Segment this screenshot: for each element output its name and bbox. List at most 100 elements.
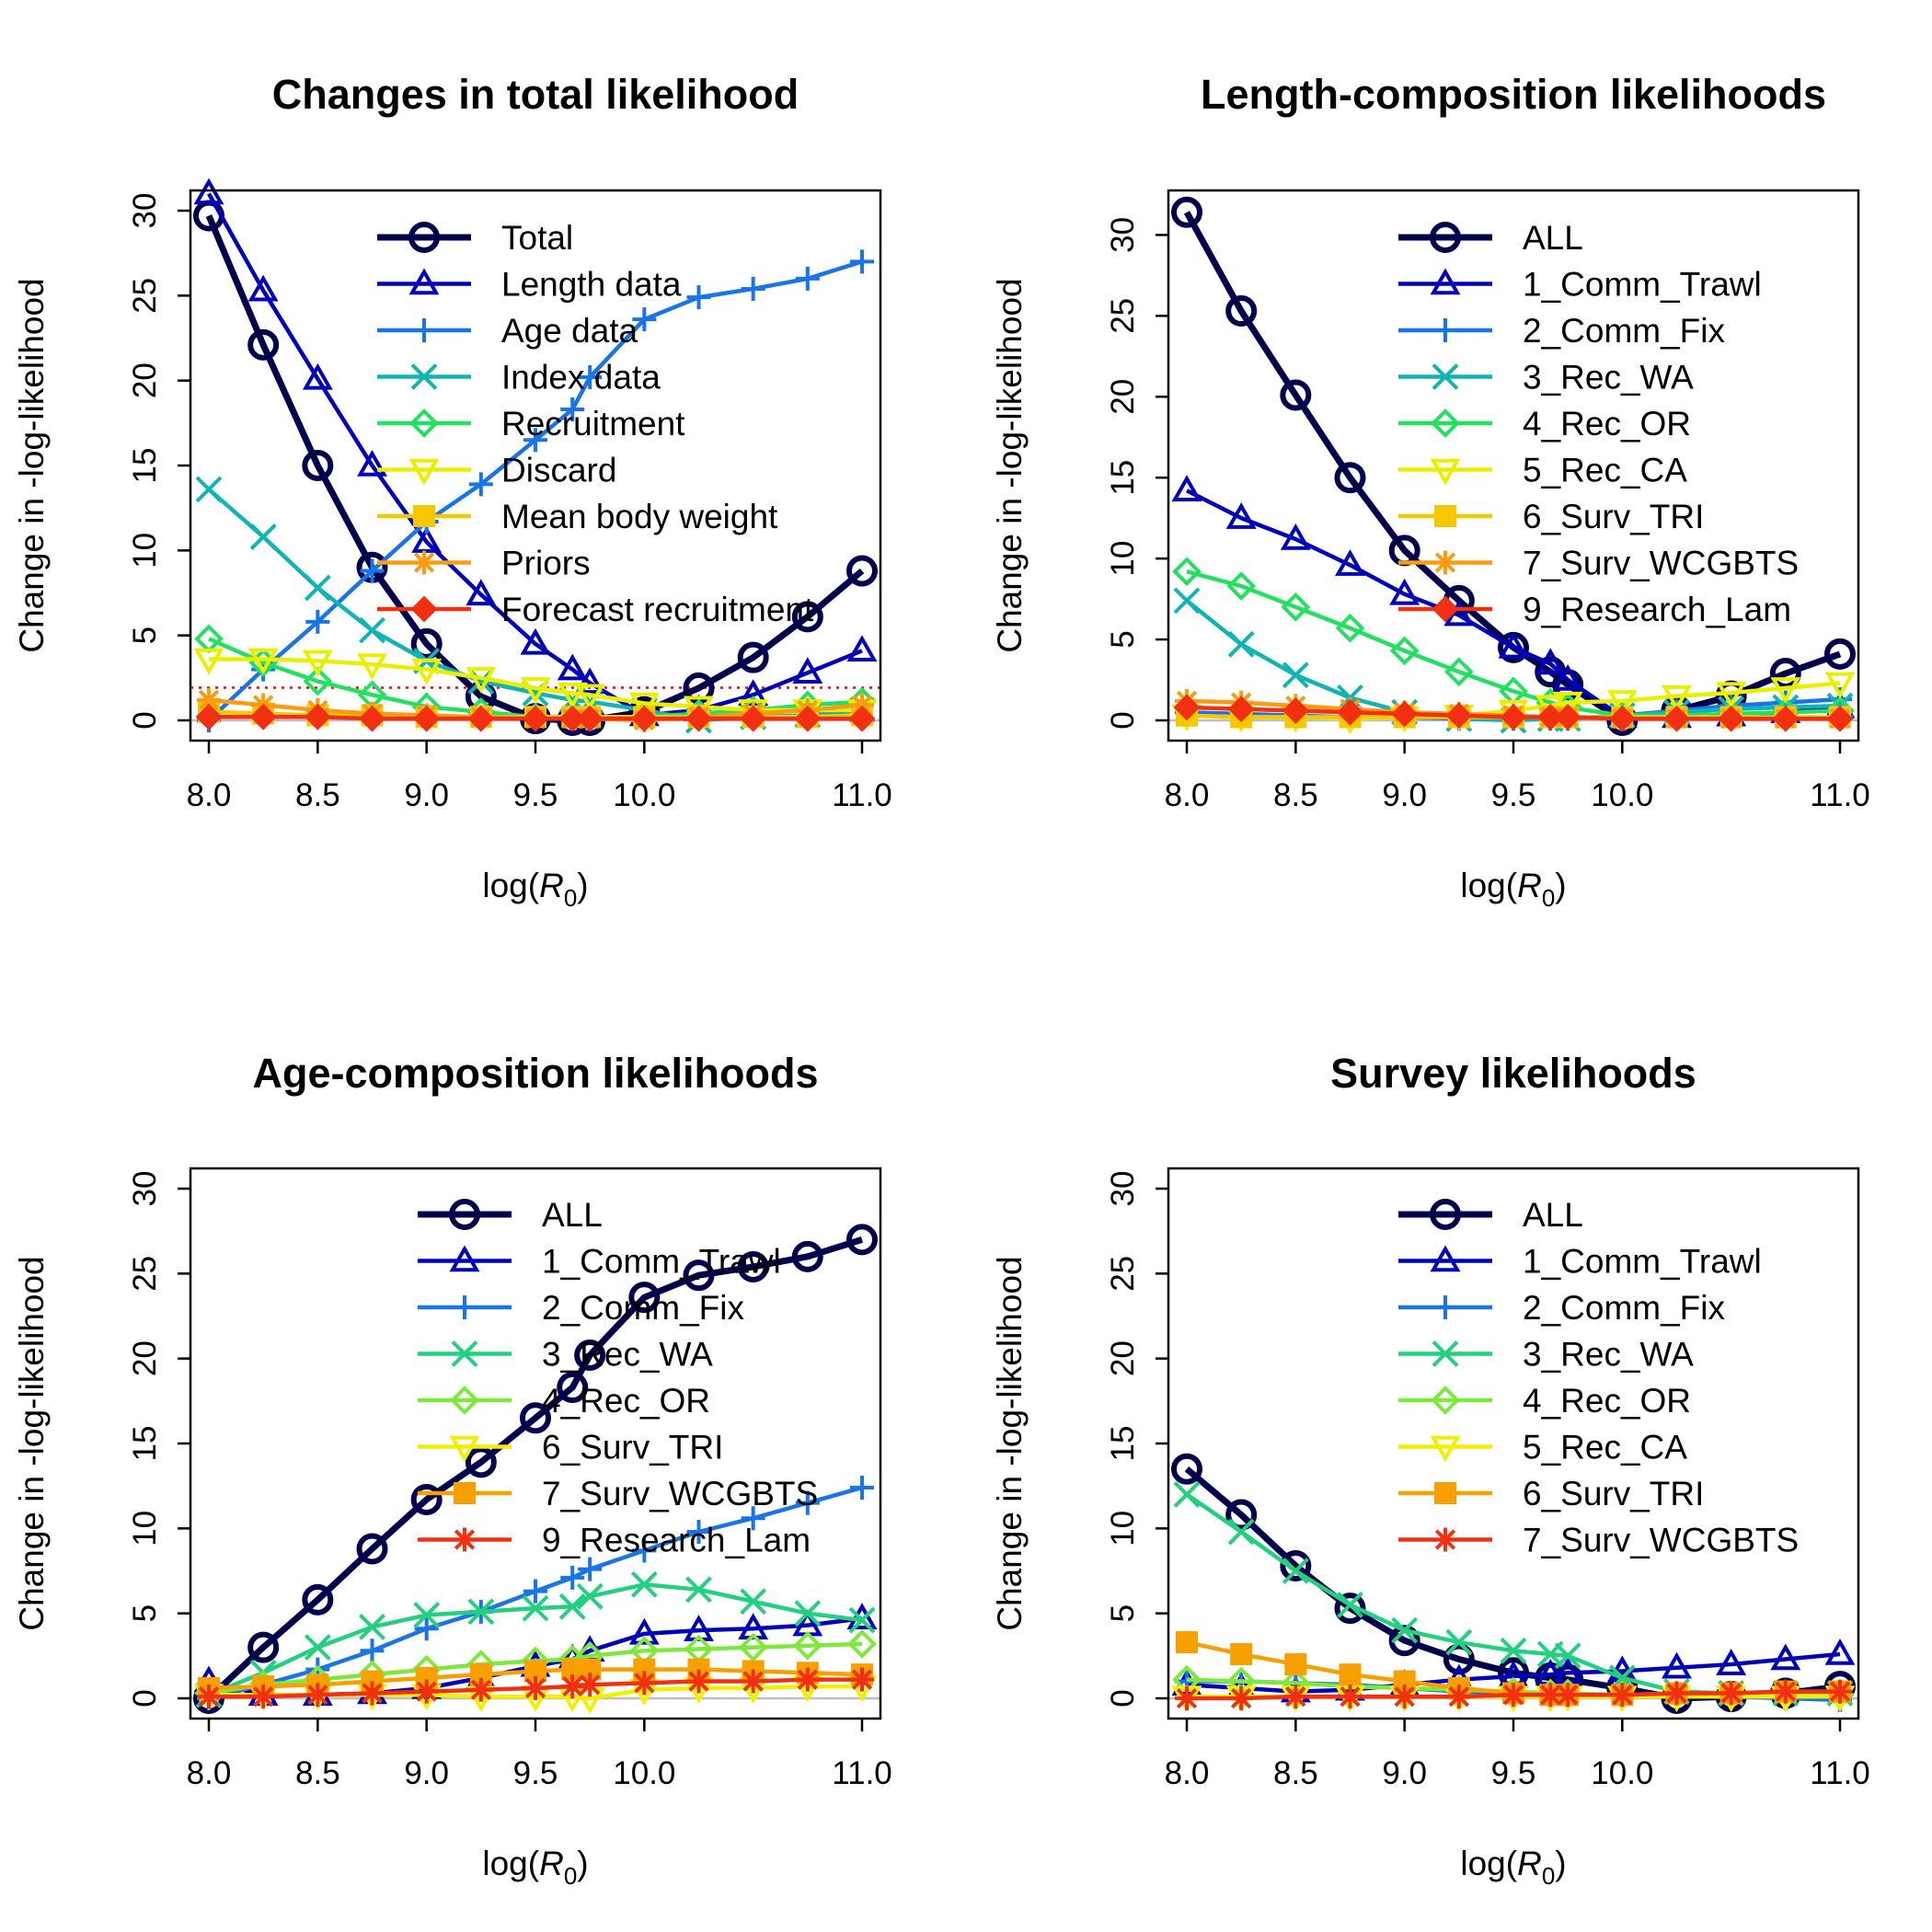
data-point-3_Rec_WA-2: [1282, 1558, 1309, 1584]
legend-marker-ALL: [1430, 222, 1461, 253]
data-point-Recruitment-2: [303, 666, 333, 696]
legend-label-5_Rec_CA: 5_Rec_CA: [1523, 452, 1687, 489]
data-point-4_Rec_OR-13: [847, 1629, 877, 1659]
data-point-ALL-0: [1171, 1453, 1202, 1485]
data-point-ALL-8: [574, 1339, 606, 1371]
data-point-1_Comm_Trawl-1: [1225, 502, 1257, 529]
x-tick-label: 8.5: [295, 1755, 340, 1791]
data-point-7_Surv_WCGBTS-1: [1229, 1686, 1254, 1710]
legend: ALL 1_Comm_Trawl 2_Comm_Fix 3_Rec_WA 4_Rec_O…: [1398, 1196, 1799, 1559]
data-point-Forecast recruitment-5: [467, 705, 495, 732]
data-point-9_Research_Lam-3: [1337, 698, 1363, 726]
data-point-1_Comm_Trawl-10: [1662, 1651, 1692, 1679]
x-tick-label: 8.0: [1165, 777, 1210, 813]
data-point-1_Comm_Trawl-11: [1716, 1649, 1747, 1675]
y-tick-label: 10: [127, 533, 163, 569]
data-point-Age data-9: [632, 307, 657, 332]
x-tick-label: 9.5: [1491, 1755, 1536, 1791]
data-point-6_Surv_TRI-1: [1230, 1642, 1253, 1665]
data-point-7_Surv_WCGBTS-4: [1392, 1685, 1417, 1709]
data-point-Index data-3: [359, 616, 385, 644]
data-point-9_Research_Lam-11: [1718, 705, 1745, 732]
data-point-7_Surv_WCGBTS-8: [1556, 1683, 1581, 1708]
x-axis-label: log(R0): [482, 867, 588, 912]
data-point-9_Research_Lam-8: [578, 1673, 603, 1697]
data-point-3_Rec_WA-5: [467, 1598, 495, 1626]
legend-marker-4_Rec_OR: [450, 1386, 479, 1415]
data-point-ALL-2: [1280, 379, 1312, 411]
x-tick-label: 9.0: [404, 1755, 449, 1791]
data-point-9_Research_Lam-0: [197, 1685, 221, 1709]
data-point-Length data-6: [520, 627, 551, 655]
data-point-9_Research_Lam-2: [305, 1683, 330, 1708]
x-tick-label: 8.0: [187, 777, 232, 813]
y-tick-label: 5: [1105, 1604, 1141, 1622]
data-point-3_Rec_WA-0: [1173, 587, 1201, 615]
data-point-Priors-0: [197, 687, 221, 712]
y-tick-label: 0: [1105, 711, 1141, 729]
x-tick-label: 10.0: [613, 1755, 675, 1791]
x-tick-label: 8.5: [1273, 777, 1318, 813]
data-point-Age data-12: [795, 266, 820, 291]
data-point-9_Research_Lam-4: [414, 1679, 439, 1704]
data-point-Length data-8: [574, 667, 605, 695]
data-point-9_Research_Lam-6: [1500, 704, 1527, 730]
data-point-ALL-1: [1225, 1499, 1258, 1531]
legend-label-4_Rec_OR: 4_Rec_OR: [1523, 1382, 1691, 1420]
data-point-3_Rec_WA-0: [1173, 1480, 1201, 1508]
data-point-3_Rec_WA-13: [848, 1606, 876, 1634]
data-point-Forecast recruitment-9: [630, 705, 658, 732]
y-tick-label: 30: [1105, 217, 1141, 253]
legend-label-6_Surv_TRI: 6_Surv_TRI: [1523, 1475, 1704, 1512]
legend-label-6_Surv_TRI: 6_Surv_TRI: [542, 1429, 723, 1466]
data-point-9_Research_Lam-13: [1826, 705, 1854, 732]
y-tick-label: 5: [127, 627, 163, 644]
data-point-6_Surv_TRI-2: [1284, 1653, 1307, 1676]
series-9_Research_Lam: [1173, 694, 1854, 732]
x-tick-label: 10.0: [1591, 777, 1653, 813]
data-point-Discard-7: [557, 682, 588, 709]
legend-marker-Discard: [408, 458, 440, 486]
x-tick-label: 8.0: [187, 1755, 232, 1791]
legend-label-Forecast recruitment: Forecast recruitment: [501, 591, 814, 628]
data-point-2_Comm_Fix-10: [686, 1520, 711, 1545]
panel-4: Survey likelihoods 8.0 8.5 9.0 9.5 10.0 11.0 0 5…: [991, 1050, 1870, 1890]
x-tick-label: 11.0: [1810, 777, 1870, 813]
data-point-1_Comm_Trawl-8: [1552, 664, 1583, 691]
data-point-Age data-8: [578, 364, 603, 389]
data-point-2_Comm_Fix-4: [414, 1616, 439, 1641]
data-point-Age data-3: [360, 558, 385, 583]
data-point-9_Research_Lam-7: [1536, 704, 1564, 730]
legend-label-Age data: Age data: [501, 312, 638, 350]
data-point-Age data-7: [560, 397, 585, 422]
y-tick-label: 5: [1105, 630, 1141, 648]
legend-label-5_Rec_CA: 5_Rec_CA: [1523, 1429, 1687, 1466]
data-point-4_Rec_OR-12: [793, 1630, 822, 1661]
legend-label-4_Rec_OR: 4_Rec_OR: [1523, 405, 1691, 443]
data-point-4_Rec_OR-2: [1281, 592, 1311, 622]
data-point-9_Research_Lam-13: [850, 1667, 874, 1692]
data-point-9_Research_Lam-8: [1554, 704, 1581, 730]
data-point-5_Rec_CA-9: [1606, 690, 1638, 717]
legend-marker-1_Comm_Trawl: [449, 1245, 480, 1272]
data-point-ALL-7: [557, 1372, 589, 1404]
data-point-9_Research_Lam-1: [251, 1685, 276, 1709]
legend-label-Mean body weight: Mean body weight: [501, 498, 778, 535]
data-point-3_Rec_WA-11: [740, 1588, 767, 1616]
data-point-Forecast recruitment-11: [740, 705, 767, 732]
data-point-7_Surv_WCGBTS-5: [1446, 1685, 1471, 1709]
data-point-9_Research_Lam-6: [523, 1675, 547, 1700]
data-point-Age data-2: [305, 609, 330, 634]
data-point-Discard-4: [411, 658, 443, 685]
data-point-Discard-9: [628, 692, 660, 719]
y-tick-label: 15: [1105, 1426, 1141, 1462]
legend-marker-3_Rec_WA: [1432, 1340, 1459, 1367]
y-tick-label: 30: [127, 1171, 163, 1207]
data-point-ALL-1: [247, 1631, 280, 1663]
data-point-ALL-0: [1171, 196, 1202, 228]
data-point-Discard-5: [466, 667, 497, 694]
data-point-3_Rec_WA-4: [413, 1602, 441, 1628]
data-point-7_Surv_WCGBTS-13: [1828, 1679, 1852, 1704]
legend-label-9_Research_Lam: 9_Research_Lam: [1523, 591, 1791, 628]
